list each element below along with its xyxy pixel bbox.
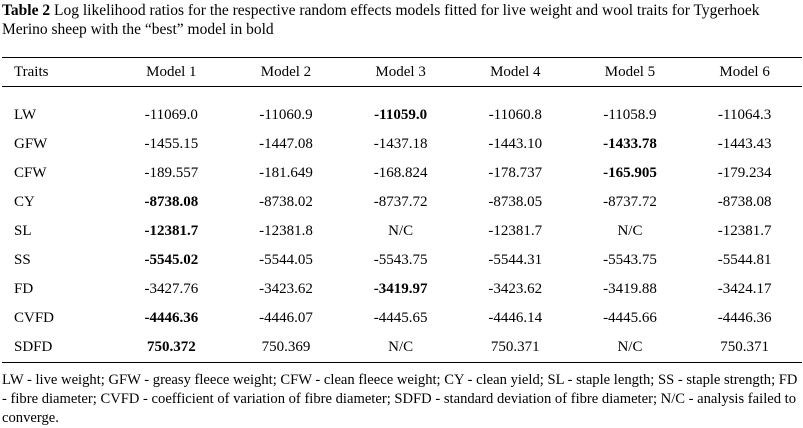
value-cell: -4446.07	[259, 310, 313, 326]
value-cell: -4445.66	[603, 310, 657, 326]
table-row: LW -11069.0 -11060.9 -11059.0 -11060.8 -11058…	[2, 87, 802, 131]
header-cell: Model 6	[719, 63, 770, 80]
value-cell: -5543.75	[373, 252, 428, 268]
value-cell: -178.737	[488, 165, 543, 181]
value-cell: -4445.65	[373, 310, 428, 326]
value-cell: -1437.18	[373, 136, 428, 152]
value-cell: -11058.9	[603, 107, 657, 123]
value-cell: -4446.14	[488, 310, 543, 326]
table-row: FD -3427.76 -3423.62 -3419.97 -3423.62 -3419.…	[2, 275, 802, 304]
value-cell: -12381.7	[488, 223, 543, 239]
value-cell: -8737.72	[373, 194, 428, 210]
value-cell: -11064.3	[718, 107, 772, 123]
value-cell: -11060.8	[488, 107, 542, 123]
footnote: LW - live weight; GFW - greasy fleece we…	[2, 372, 798, 426]
value-cell: -1447.08	[259, 136, 313, 152]
value-cell: -12381.8	[259, 223, 313, 239]
trait-cell: CFW	[14, 165, 47, 181]
value-cell: 750.372	[146, 339, 196, 355]
caption-label: Table 2	[2, 2, 51, 19]
value-cell: -3427.76	[144, 281, 199, 297]
value-cell: -3423.62	[259, 281, 313, 297]
trait-cell: GFW	[14, 136, 48, 152]
value-cell: -1455.15	[144, 136, 199, 152]
table-header: Traits Model 1 Model 2 Model 3 Model 4 Model …	[2, 57, 802, 87]
trait-cell: SS	[14, 252, 31, 268]
value-cell: 750.371	[720, 339, 770, 355]
value-cell: -8738.05	[488, 194, 543, 210]
value-cell: -1433.78	[603, 136, 657, 152]
value-cell: -5544.81	[717, 252, 772, 268]
header-cell: Model 3	[375, 63, 426, 80]
value-cell: 750.371	[490, 339, 540, 355]
value-cell: -168.824	[373, 165, 428, 181]
value-cell: -12381.7	[144, 223, 199, 239]
value-cell: -3419.88	[603, 281, 657, 297]
table-row: CY -8738.08 -8738.02 -8737.72 -8738.05 -8737.…	[2, 188, 802, 217]
value-cell: -5543.75	[603, 252, 657, 268]
value-cell: 750.369	[261, 339, 311, 355]
value-cell: -189.557	[144, 165, 199, 181]
value-cell: -4446.36	[144, 310, 199, 326]
value-cell: -12381.7	[717, 223, 772, 239]
header-row: Traits Model 1 Model 2 Model 3 Model 4 Model …	[2, 57, 802, 87]
table-row: CVFD -4446.36 -4446.07 -4445.65 -4446.14 -444…	[2, 304, 802, 333]
trait-cell: CVFD	[14, 310, 55, 326]
value-cell: -11060.9	[259, 107, 313, 123]
value-cell: -8738.08	[144, 194, 199, 210]
value-cell: -5544.31	[488, 252, 543, 268]
value-cell: -8738.02	[259, 194, 313, 210]
value-cell: -179.234	[717, 165, 772, 181]
value-cell: N/C	[388, 339, 414, 355]
value-cell: -165.905	[603, 165, 657, 181]
header-cell: Model 4	[490, 63, 541, 80]
value-cell: -4446.36	[717, 310, 772, 326]
table-row: SL -12381.7 -12381.8 N/C -12381.7 N/C -12381.7	[2, 217, 802, 246]
table: Traits Model 1 Model 2 Model 3 Model 4 Model …	[2, 57, 802, 363]
value-cell: -11069.0	[144, 107, 198, 123]
table-body: LW -11069.0 -11060.9 -11059.0 -11060.8 -11058…	[2, 87, 802, 363]
value-cell: -8737.72	[603, 194, 657, 210]
trait-cell: FD	[14, 281, 34, 297]
value-cell: -11059.0	[374, 107, 428, 123]
value-cell: -3419.97	[373, 281, 428, 297]
table-row: SS -5545.02 -5544.05 -5543.75 -5544.31 -5543.…	[2, 246, 802, 275]
value-cell: -3424.17	[717, 281, 772, 297]
trait-cell: CY	[14, 194, 35, 210]
header-cell: Model 2	[260, 63, 312, 80]
value-cell: N/C	[388, 223, 414, 239]
trait-cell: LW	[14, 107, 37, 123]
value-cell: N/C	[617, 339, 643, 355]
value-cell: -1443.10	[488, 136, 543, 152]
value-cell: -1443.43	[717, 136, 772, 152]
table-row: GFW -1455.15 -1447.08 -1437.18 -1443.10 -1433…	[2, 130, 802, 159]
caption: Table 2 Log likelihood ratios for the re…	[2, 1, 762, 39]
header-cell: Model 5	[604, 63, 656, 80]
table-row: SDFD 750.372 750.369 N/C 750.371 N/C 750.371	[2, 333, 802, 363]
table-row: CFW -189.557 -181.649 -168.824 -178.737 -165.…	[2, 159, 802, 188]
header-cell: Traits	[14, 63, 49, 80]
trait-cell: SL	[14, 223, 32, 239]
header-cell: Model 1	[146, 63, 197, 80]
value-cell: -5545.02	[144, 252, 199, 268]
value-cell: -5544.05	[259, 252, 313, 268]
value-cell: -3423.62	[488, 281, 543, 297]
value-cell: -181.649	[259, 165, 313, 181]
value-cell: N/C	[617, 223, 643, 239]
caption-text: Log likelihood ratios for the respective…	[2, 2, 760, 38]
trait-cell: SDFD	[14, 339, 53, 355]
value-cell: -8738.08	[717, 194, 772, 210]
